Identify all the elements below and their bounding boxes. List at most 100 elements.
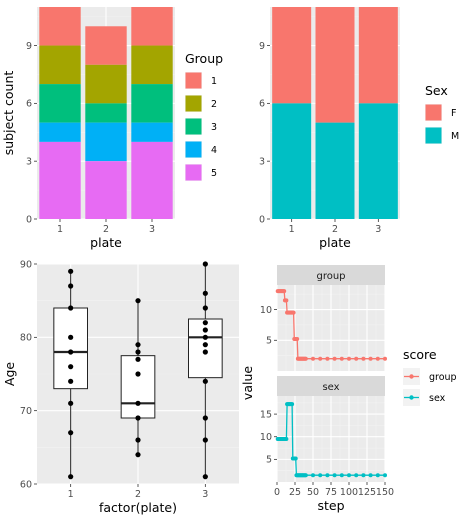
series-point [291,310,296,315]
data-point [202,320,208,326]
data-point [202,327,208,333]
series-point [347,356,351,361]
bar-segment [131,7,173,46]
x-tick-label: 100 [340,487,358,498]
y-tick-label: 80 [20,333,32,344]
bar-segment [131,122,173,142]
data-point [68,400,74,406]
bar-segment [85,26,127,65]
data-point [68,268,74,274]
x-tick-label: 1 [57,224,63,235]
series-point [295,337,300,342]
x-tick-label: 0 [274,487,280,498]
series-point [339,473,344,478]
y-tick-label: 0 [26,214,32,225]
legend-title: Sex [425,83,448,98]
x-tick-label: 50 [307,487,319,498]
y-tick-label: 3 [259,156,265,167]
x-axis-title: plate [319,235,351,250]
bar-segment [39,7,81,46]
bar-segment [272,103,312,219]
legend: score group sex [403,347,457,406]
series-point [368,473,373,478]
series-point [361,473,366,478]
data-point [68,349,74,355]
series-point [325,473,330,478]
x-axis-title: factor(plate) [99,500,177,515]
data-point [202,305,208,311]
legend-label: M [451,131,459,142]
data-point [202,415,208,421]
y-tick-label: 0 [259,214,265,225]
data-point [202,290,208,296]
x-tick-label: 25 [289,487,301,498]
y-tick-label: 3 [26,156,32,167]
data-point [135,437,141,443]
y-tick-label: 60 [20,479,32,490]
legend-label: F [451,108,456,119]
legend-key [425,127,442,144]
series-point [311,356,315,361]
legend-key [425,104,442,121]
x-tick-label: 3 [202,489,208,500]
x-axis-title: step [317,498,344,513]
data-point [135,400,141,406]
y-tick-label: 70 [20,406,32,417]
series-point [361,356,366,361]
series-point [354,473,359,478]
bar-segment [39,45,81,85]
series-point [325,356,330,361]
legend-key [185,72,202,89]
legend: Group 1 2 3 4 5 [185,51,223,181]
bar-segment [85,161,127,219]
data-point [202,261,208,267]
series-point [375,473,380,478]
y-tick-label: 90 [20,259,32,270]
y-tick-label: 10 [260,305,272,316]
bar-segment [358,103,398,219]
legend-label: group [429,372,457,383]
x-tick-label: 125 [358,487,376,498]
data-point [68,305,74,311]
data-point [202,349,208,355]
legend-label: 3 [211,122,217,133]
data-point [68,364,74,370]
bar-segment [315,122,355,219]
facet-strip [277,265,385,285]
y-axis-title: subject count [1,71,16,156]
series-point [375,356,380,361]
data-point [68,283,74,289]
series-point [339,356,344,361]
series-point [284,298,289,303]
series-point [383,356,387,361]
legend-key [185,141,202,158]
x-tick-label: 3 [149,224,155,235]
x-tick-label: 2 [135,489,141,500]
data-point [202,474,208,480]
bar-segment [315,7,355,123]
boxplot-chart: 60 70 80 90 1 2 3 factor(plate) Age [2,259,239,515]
legend-label: 5 [211,168,217,179]
x-tick-label: 2 [332,224,338,235]
legend-label: sex [429,393,446,404]
legend-key [185,118,202,135]
y-tick-label: 10 [260,432,272,443]
series-point [318,473,323,478]
x-tick-label: 3 [375,224,381,235]
data-point [135,298,141,304]
series-point [332,473,337,478]
series-point [284,437,289,441]
data-point [135,415,141,421]
x-tick-label: 1 [289,224,295,235]
bar-segment [131,45,173,85]
legend-key-point [409,374,414,379]
legend-title: score [403,347,437,362]
legend-label: 4 [211,145,217,156]
y-tick-label: 9 [259,41,265,52]
y-tick-label: 5 [266,336,272,347]
bar-segment [39,122,81,142]
